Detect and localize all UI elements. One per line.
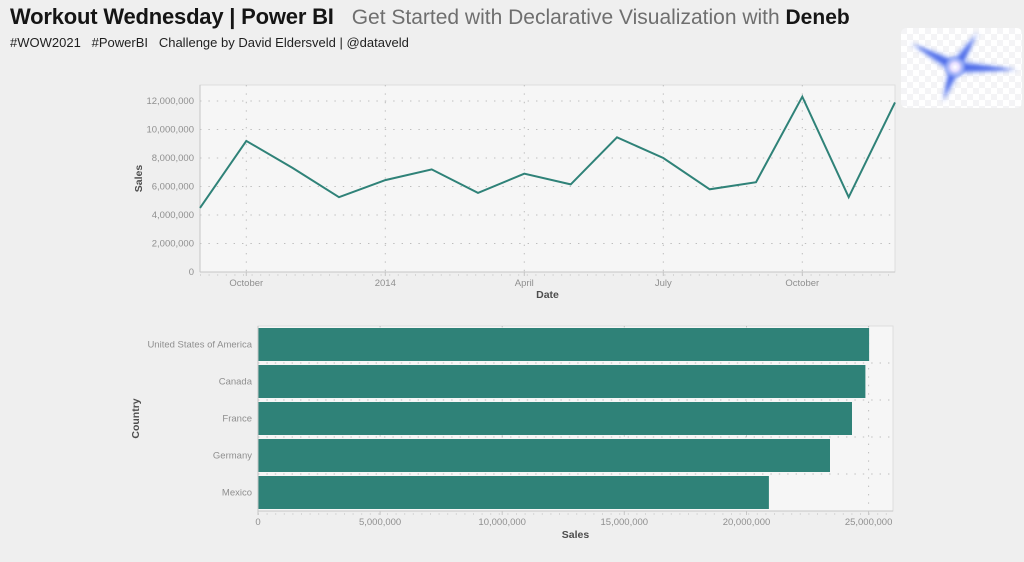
bar-canada[interactable] [258,365,866,398]
bar-germany[interactable] [258,439,831,472]
subtitle-text: Get Started with Declarative Visualizati… [351,6,786,29]
country-tick-label: France [222,414,252,425]
line-y-tick-label: 6,000,000 [152,182,194,193]
line-y-tick-label: 8,000,000 [152,153,194,164]
bar-mexico[interactable] [258,476,769,509]
bar-x-tick-label: 20,000,000 [723,517,771,528]
deneb-logo [901,28,1022,108]
line-plot-area [199,84,896,273]
line-y-tick-label: 0 [189,267,194,278]
bar-united-states-of-america[interactable] [258,328,870,361]
line-y-tick-label: 10,000,000 [146,125,194,136]
sales-by-country-bar-chart: United States of America Canada France Germ… [125,320,905,548]
bar-france[interactable] [258,402,853,435]
line-x-tick-label: April [515,278,534,289]
page-title: Workout Wednesday | Power BI [10,4,334,29]
report-header: Workout Wednesday | Power BI Get Started… [10,4,850,30]
line-x-tick-label: 2014 [375,278,396,289]
line-y-tick-label: 2,000,000 [152,239,194,250]
country-tick-label: United States of America [147,340,252,351]
sales-line-series[interactable] [199,94,896,209]
hashtags-credit-line: #WOW2021 #PowerBI Challenge by David Eld… [10,35,409,50]
line-x-tick-label: October [229,278,263,289]
country-tick-label: Mexico [222,488,252,499]
line-x-tick-label: October [785,278,819,289]
country-tick-label: Germany [213,451,252,462]
bar-y-axis-title: Country [130,398,142,438]
line-y-tick-label: 12,000,000 [146,96,194,107]
line-x-axis-title: Date [536,289,559,301]
bar-x-axis-title: Sales [562,529,590,541]
bar-x-tick-label: 5,000,000 [359,517,401,528]
line-y-axis-title: Sales [133,165,145,193]
deneb-star-icon [910,32,1018,102]
sales-by-date-line-chart: 0 2,000,000 4,000,000 6,000,000 8,000,000 10,… [130,83,910,313]
bar-x-tick-label: 25,000,000 [845,517,893,528]
subtitle-deneb-text: Deneb [785,6,850,29]
bar-x-tick-label: 15,000,000 [601,517,649,528]
page-subtitle: Get Started with Declarative Visualizati… [352,6,850,30]
bar-x-tick-label: 10,000,000 [478,517,526,528]
bar-x-tick-label: 0 [255,517,260,528]
line-y-tick-label: 4,000,000 [152,210,194,221]
line-x-tick-label: July [655,278,672,289]
country-tick-label: Canada [219,377,253,388]
